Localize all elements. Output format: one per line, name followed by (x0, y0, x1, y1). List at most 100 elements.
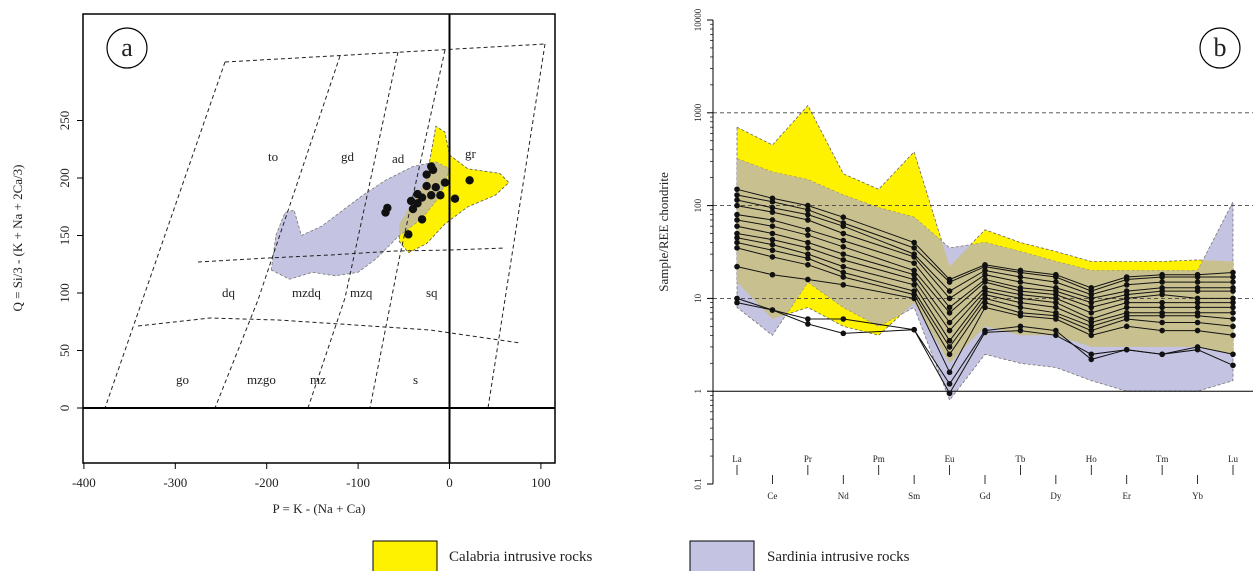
sample-series-point (946, 381, 953, 387)
y-tick-label: 250 (57, 111, 72, 131)
sample-series-point (805, 232, 811, 238)
panel-b: 0.1 1 10 100 1000 10000 La Ce Pr Nd Pm Sm Eu Gd Tb Dy Ho… (656, 8, 1253, 501)
sample-series-line (736, 194, 1233, 292)
sample-series-point (805, 321, 811, 327)
sample-point (431, 183, 440, 192)
x-tick-label: -100 (346, 475, 370, 490)
sample-series-point (911, 245, 917, 251)
x-tick-label: -300 (163, 475, 187, 490)
field-label-mzdq: mzdq (292, 285, 321, 300)
sample-series-line (736, 199, 1233, 296)
grid-left-boundary (104, 61, 226, 409)
sample-series-point (1053, 279, 1059, 285)
sample-series-point (1230, 299, 1236, 306)
sample-series-point (769, 271, 776, 278)
sample-point (440, 178, 450, 187)
sample-series-point (805, 251, 811, 257)
sample-series-point (1194, 295, 1201, 302)
sample-series-point (769, 307, 776, 313)
sample-series-point (946, 304, 953, 311)
sample-series-point (911, 326, 917, 333)
legend-swatch-calabria (372, 540, 438, 571)
x-tick-label-pr: Pr (804, 454, 812, 464)
sample-series-point (1088, 309, 1095, 316)
sample-series-line (736, 242, 1234, 348)
panel-a-field-labels: to gd ad gr dq mzdq mzq sq go mzgo mz s (176, 146, 477, 387)
sample-series-point (734, 217, 740, 223)
sample-series-point (946, 309, 953, 316)
x-tick-label: -400 (72, 475, 96, 490)
sample-series-point (982, 329, 988, 336)
sample-series-point (1194, 288, 1201, 294)
sample-point (450, 194, 460, 203)
sample-series-point (840, 243, 847, 250)
sample-point (404, 230, 413, 239)
sample-series-point (1053, 295, 1059, 302)
sample-series-point (982, 291, 988, 298)
field-label-ad: ad (392, 151, 405, 166)
sample-series-point (1053, 327, 1059, 334)
panel-a-points (381, 162, 474, 239)
sample-series-point (805, 217, 811, 223)
x-tick-label-gd: Gd (980, 491, 991, 501)
sample-series-point (805, 276, 811, 283)
legend-label-sardinia: Sardinia intrusive rocks (767, 549, 910, 565)
sample-series-point (840, 237, 847, 244)
panel-b-y-axis-title: Sample/REE chondrite (656, 172, 671, 292)
sample-series-point (769, 230, 776, 237)
sample-series-point (1053, 332, 1059, 339)
sample-series-point (1159, 327, 1165, 334)
sample-point (413, 199, 422, 208)
sample-series-point (1053, 316, 1059, 322)
sample-series-point (734, 202, 740, 209)
sample-series-point (840, 263, 847, 270)
sample-series-point (1088, 332, 1095, 339)
sample-series-line (736, 302, 1234, 395)
sample-series-point (805, 239, 811, 246)
y-tick-label: 0 (57, 405, 72, 412)
sample-series-line (736, 219, 1233, 314)
sample-series-point (805, 211, 811, 218)
sample-series-line (736, 266, 1234, 374)
sample-series-point (1230, 362, 1236, 369)
sample-point (417, 215, 427, 224)
sample-series-point (1017, 279, 1024, 285)
sample-series-point (1230, 351, 1236, 358)
field-label-mzgo: mzgo (247, 372, 276, 387)
x-tick-label-er: Er (1122, 491, 1131, 501)
sample-series-line (736, 214, 1233, 309)
x-tick-label-pm: Pm (873, 454, 885, 464)
panel-b-label-text: b (1214, 33, 1227, 62)
y-tick-label: 100 (693, 198, 703, 212)
sample-series-point (1123, 299, 1130, 306)
grid-right-boundary (487, 43, 546, 409)
sample-series-point (1017, 323, 1024, 330)
sample-series-point (1088, 319, 1095, 326)
y-tick-label: 50 (57, 344, 72, 357)
sample-point (422, 170, 431, 179)
sample-series-point (1194, 346, 1201, 353)
sample-series-line (736, 237, 1233, 342)
sample-series-point (982, 267, 988, 274)
sample-series-point (1053, 274, 1059, 280)
sample-series-point (840, 316, 847, 322)
y-tick-label: 10000 (693, 8, 703, 31)
x-tick-label: -200 (255, 475, 279, 490)
sample-series-point (769, 241, 776, 248)
sample-series-point (840, 251, 847, 257)
field-label-mz: mz (310, 372, 326, 387)
sample-series-point (1017, 299, 1024, 306)
x-tick-label-nd: Nd (838, 491, 849, 501)
sample-series-point (734, 197, 740, 203)
sample-series-point (1194, 279, 1201, 285)
sample-series-point (1088, 356, 1095, 363)
sample-point (417, 193, 427, 202)
sample-series-point (734, 234, 740, 241)
sample-series-point (1230, 332, 1236, 339)
sample-series-point (734, 299, 740, 306)
sample-series-point (1123, 316, 1130, 322)
sample-series-point (1053, 304, 1059, 311)
field-label-to: to (268, 149, 278, 164)
sample-series-point (946, 327, 953, 334)
